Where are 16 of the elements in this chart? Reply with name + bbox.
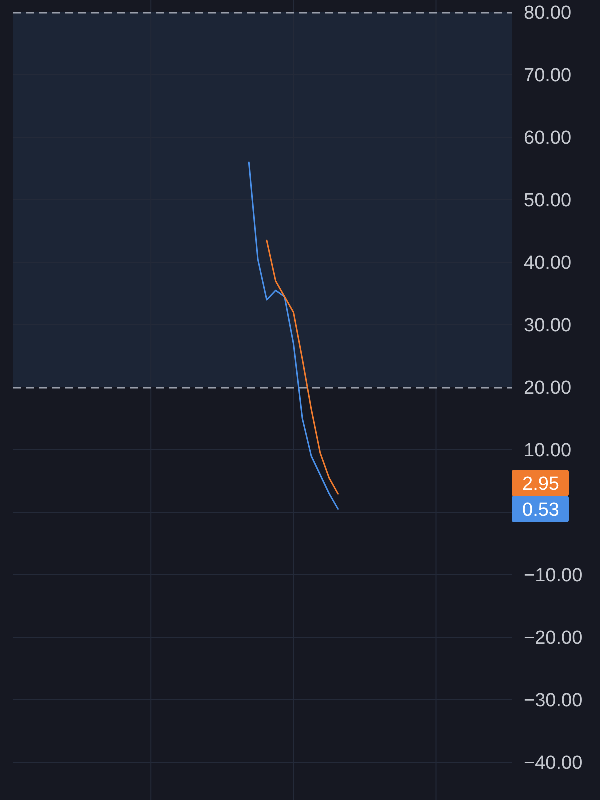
y-tick-label: 50.00 <box>524 190 572 212</box>
y-tick-label: 70.00 <box>524 66 572 87</box>
line-series <box>248 162 339 510</box>
y-tick-label: 20.00 <box>524 378 572 400</box>
y-tick-label: 80.00 <box>524 3 572 24</box>
y-tick-label: 30.00 <box>524 316 572 337</box>
y-tick-label: 40.00 <box>524 253 572 274</box>
text: 0.53 <box>522 500 560 521</box>
line-series <box>266 240 339 495</box>
y-tick-label: 10.00 <box>524 440 572 462</box>
y-tick-label: −30.00 <box>524 690 583 712</box>
text: 2.95 <box>522 474 560 495</box>
y-tick-label: −20.00 <box>524 628 583 650</box>
y-tick-label: −40.00 <box>524 753 583 774</box>
y-tick-label: −10.00 <box>524 566 583 587</box>
y-tick-label: 60.00 <box>524 128 572 150</box>
